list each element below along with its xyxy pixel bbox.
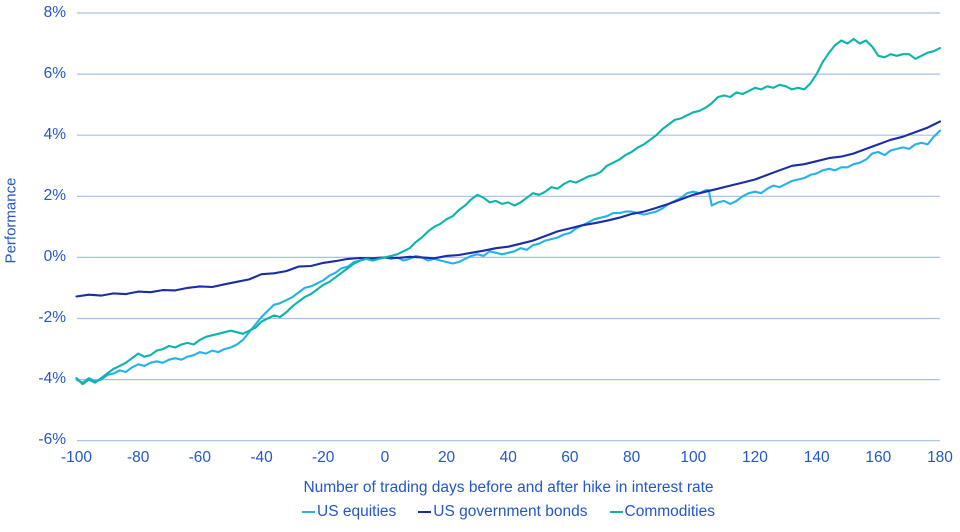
legend-item-us-government-bonds: US government bonds bbox=[418, 503, 588, 521]
y-tick-label: -2% bbox=[38, 309, 66, 326]
legend-item-commodities: Commodities bbox=[609, 503, 715, 521]
x-tick-label: 20 bbox=[437, 449, 456, 466]
series-line-us-government-bonds bbox=[75, 120, 942, 298]
y-tick-label: 0% bbox=[43, 247, 66, 265]
x-tick-label: -20 bbox=[312, 449, 335, 466]
x-tick-label: 120 bbox=[742, 449, 768, 466]
y-tick-label: 4% bbox=[43, 125, 66, 143]
x-tick-label: -40 bbox=[250, 449, 273, 466]
x-tick-label: -80 bbox=[126, 449, 150, 466]
x-axis-title: Number of trading days before and after … bbox=[303, 479, 714, 496]
legend-line-swatch bbox=[302, 510, 316, 514]
x-tick-label: 100 bbox=[680, 449, 707, 466]
legend-item-us-equities: US equities bbox=[302, 503, 396, 521]
x-tick-label: 0 bbox=[380, 449, 390, 466]
legend-label: Commodities bbox=[624, 503, 715, 520]
x-tick-label: 140 bbox=[803, 449, 830, 466]
legend-line-swatch bbox=[609, 510, 623, 514]
y-tick-label: 8% bbox=[43, 3, 66, 21]
x-tick-label: 160 bbox=[865, 449, 892, 466]
x-tick-label: 80 bbox=[622, 449, 641, 466]
legend-label: US government bonds bbox=[433, 503, 588, 520]
x-tick-label: -60 bbox=[188, 449, 212, 466]
series-line-us-equities bbox=[75, 129, 942, 384]
legend-label: US equities bbox=[317, 503, 397, 520]
legend: US equities US government bonds Commoditie… bbox=[77, 503, 940, 521]
y-tick-label: -4% bbox=[38, 370, 66, 388]
x-tick-label: -100 bbox=[60, 449, 93, 466]
legend-line-swatch bbox=[418, 510, 432, 514]
x-tick-label: 180 bbox=[927, 449, 953, 466]
series-line-commodities bbox=[75, 37, 942, 386]
y-tick-label: 6% bbox=[43, 64, 66, 82]
y-tick-label: -6% bbox=[38, 431, 66, 449]
y-tick-label: 2% bbox=[43, 186, 66, 204]
x-tick-label: 60 bbox=[561, 449, 579, 466]
x-tick-label: 40 bbox=[499, 449, 517, 466]
